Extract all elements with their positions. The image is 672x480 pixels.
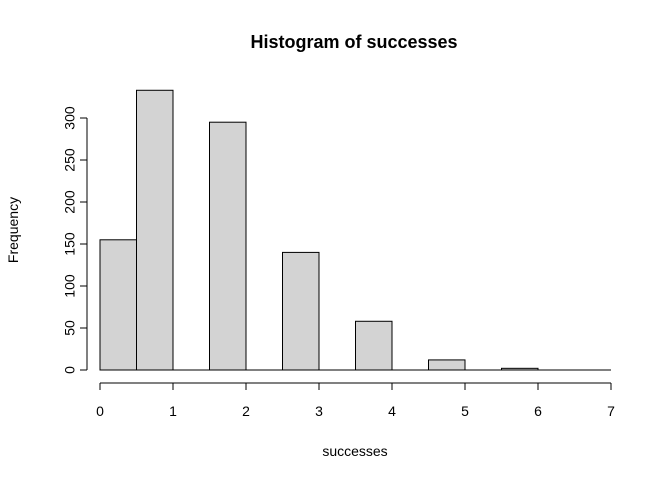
x-tick-label: 5 (461, 403, 469, 419)
x-tick-label: 6 (534, 403, 542, 419)
histogram-bar-5 (282, 251, 320, 371)
y-tick-label: 250 (62, 148, 78, 172)
y-axis-title: Frequency (5, 197, 21, 263)
y-tick-label: 150 (62, 232, 78, 256)
histogram-bar-3 (209, 121, 247, 371)
histogram-bar-1 (136, 89, 174, 371)
y-tick-label: 0 (62, 366, 78, 374)
x-axis: 0 1 2 3 4 5 6 7 (96, 382, 615, 419)
histogram-bar-11 (501, 367, 539, 371)
histogram-bar-7 (355, 320, 393, 371)
x-tick-label: 2 (242, 403, 250, 419)
x-tick-label: 7 (607, 403, 615, 419)
chart-title: Histogram of successes (250, 32, 457, 52)
y-tick-label: 50 (62, 320, 78, 336)
bars-layer (99, 89, 611, 371)
histogram-bar-9 (428, 359, 466, 371)
histogram-bar-0 (99, 239, 137, 371)
x-tick-label: 1 (169, 403, 177, 419)
y-tick-label: 300 (62, 106, 78, 130)
y-tick-label: 100 (62, 274, 78, 298)
x-tick-label: 0 (96, 403, 104, 419)
x-tick-label: 4 (388, 403, 396, 419)
x-tick-label: 3 (315, 403, 323, 419)
y-axis: 0 50 100 150 200 250 300 (62, 106, 88, 374)
y-tick-label: 200 (62, 190, 78, 214)
x-axis-title: successes (322, 443, 387, 459)
